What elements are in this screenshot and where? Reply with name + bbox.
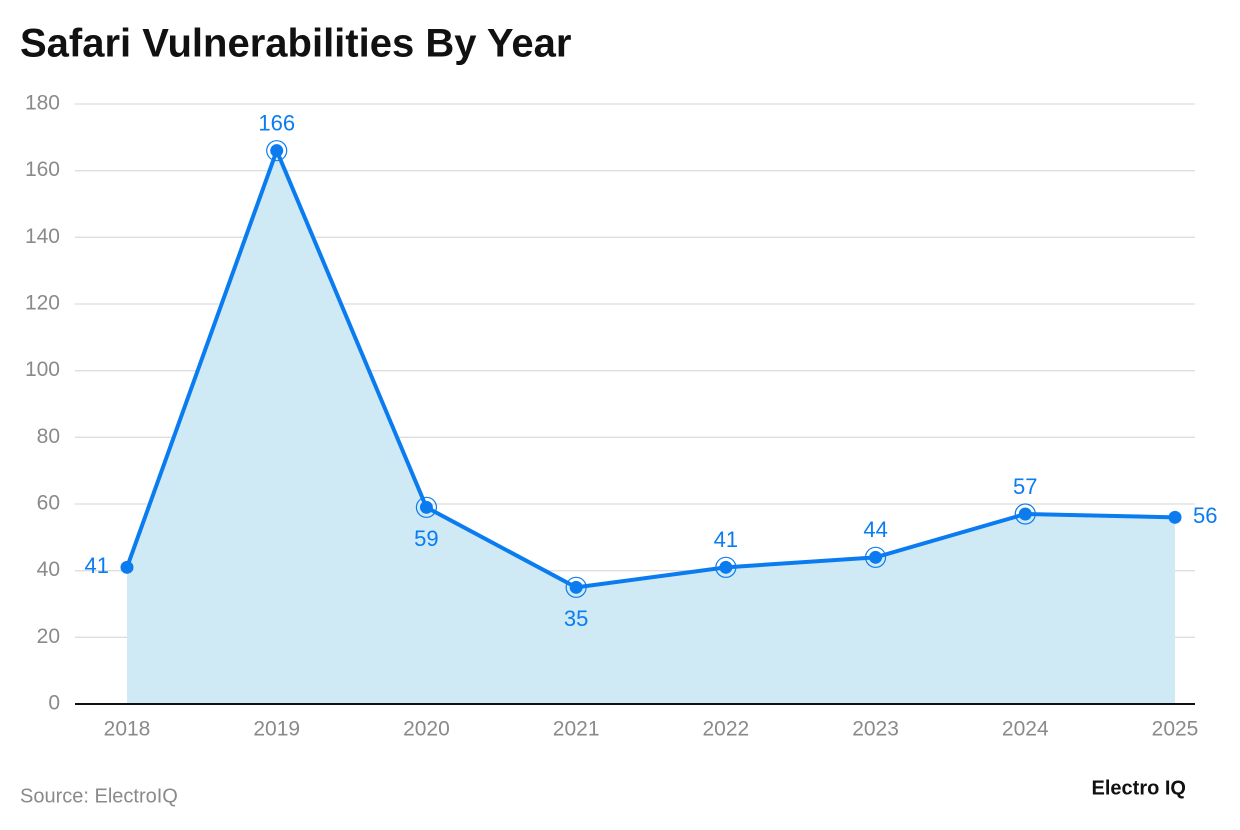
area — [127, 150, 1175, 704]
point-halo — [266, 140, 288, 162]
brand-logo: Electro IQ — [1092, 777, 1186, 799]
point — [569, 580, 583, 594]
y-tick-label: 40 — [37, 558, 60, 581]
point — [1168, 510, 1182, 524]
x-tick-label: 2025 — [1152, 718, 1199, 741]
data-label: 44 — [863, 517, 887, 542]
data-label: 57 — [1013, 474, 1037, 499]
point — [1018, 507, 1032, 521]
y-tick-label: 80 — [37, 425, 60, 448]
y-tick-label: 180 — [25, 92, 60, 115]
point — [719, 560, 733, 574]
data-label: 59 — [414, 526, 438, 551]
line — [125, 148, 1176, 590]
point — [270, 144, 284, 158]
x-tick-label: 2019 — [253, 718, 300, 741]
chart-title: Safari Vulnerabilities By Year — [20, 22, 571, 66]
point-halo — [565, 576, 587, 598]
point-halo — [1014, 503, 1036, 525]
y-tick-label: 100 — [25, 358, 60, 381]
y-tick-label: 140 — [25, 225, 60, 248]
x-tick-label: 2024 — [1002, 718, 1049, 741]
data-label: 166 — [258, 110, 295, 135]
x-tick-label: 2023 — [852, 718, 899, 741]
x-tick-label: 2018 — [104, 718, 151, 741]
x-tick-label: 2020 — [403, 718, 450, 741]
y-tick-label: 160 — [25, 158, 60, 181]
point-halo — [415, 496, 438, 518]
data-label: 56 — [1193, 503, 1217, 528]
data-label: 41 — [85, 553, 109, 578]
x-tick-label: 2021 — [553, 718, 600, 741]
point-halo — [715, 556, 737, 578]
y-tick-label: 60 — [37, 492, 60, 515]
point — [869, 550, 883, 564]
y-tick-label: 0 — [48, 692, 60, 715]
point — [120, 560, 134, 574]
y-tick-label: 120 — [25, 292, 60, 315]
point — [419, 500, 433, 514]
source: Source: ElectroIQ — [20, 785, 178, 807]
data-label: 35 — [564, 606, 588, 631]
y-tick-label: 20 — [37, 625, 60, 648]
point-halo — [864, 546, 887, 568]
x-tick-label: 2022 — [702, 718, 749, 741]
data-label: 41 — [714, 527, 738, 552]
